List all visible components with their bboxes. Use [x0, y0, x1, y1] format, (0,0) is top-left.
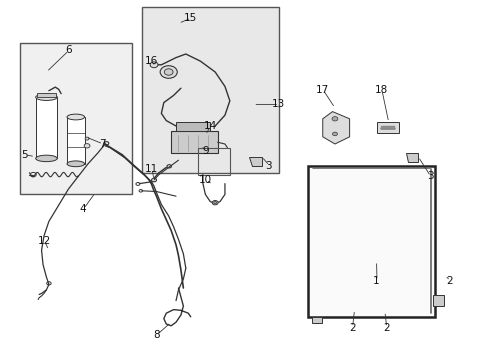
- Ellipse shape: [212, 201, 218, 205]
- Text: 10: 10: [199, 175, 211, 185]
- Bar: [36, 97, 57, 158]
- Text: 7: 7: [99, 139, 106, 149]
- Bar: [142, 7, 278, 173]
- Bar: [171, 131, 217, 153]
- Text: 18: 18: [374, 85, 387, 95]
- Text: 11: 11: [144, 164, 158, 174]
- Text: 6: 6: [65, 45, 72, 55]
- Ellipse shape: [331, 117, 337, 121]
- Bar: [307, 166, 434, 317]
- Ellipse shape: [36, 155, 57, 162]
- Text: 4: 4: [80, 204, 86, 214]
- Text: 5: 5: [21, 150, 28, 160]
- Text: 9: 9: [202, 146, 208, 156]
- Polygon shape: [322, 112, 349, 144]
- Polygon shape: [311, 317, 321, 323]
- Text: 2: 2: [382, 323, 389, 333]
- Ellipse shape: [164, 69, 173, 75]
- Text: 3: 3: [426, 171, 433, 181]
- Ellipse shape: [67, 161, 84, 167]
- Ellipse shape: [67, 114, 84, 120]
- Polygon shape: [432, 295, 443, 306]
- Bar: [176, 122, 210, 131]
- Text: 12: 12: [37, 236, 51, 246]
- Text: 3: 3: [265, 161, 272, 171]
- Bar: [37, 93, 56, 97]
- Text: 13: 13: [271, 99, 285, 109]
- Polygon shape: [405, 153, 417, 162]
- Ellipse shape: [332, 132, 337, 136]
- Ellipse shape: [160, 66, 177, 78]
- Bar: [376, 122, 398, 133]
- Text: 2: 2: [348, 323, 355, 333]
- Ellipse shape: [84, 144, 90, 148]
- Text: 16: 16: [144, 56, 158, 66]
- Ellipse shape: [36, 94, 57, 100]
- Text: 1: 1: [372, 276, 379, 286]
- Ellipse shape: [150, 62, 158, 68]
- Ellipse shape: [85, 137, 89, 140]
- Polygon shape: [249, 157, 261, 166]
- Bar: [67, 117, 84, 164]
- Text: 2: 2: [446, 276, 452, 286]
- Text: 17: 17: [315, 85, 329, 95]
- Text: 15: 15: [183, 13, 197, 23]
- Bar: [198, 148, 229, 175]
- Bar: [20, 43, 132, 194]
- Text: 8: 8: [153, 330, 160, 340]
- Ellipse shape: [213, 202, 216, 204]
- Text: 14: 14: [203, 121, 217, 131]
